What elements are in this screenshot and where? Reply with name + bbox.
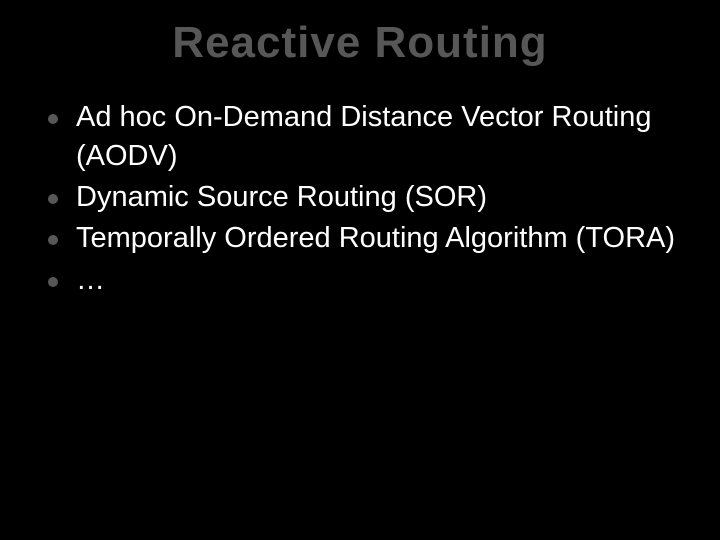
bullet-text: Dynamic Source Routing (SOR) (76, 181, 487, 213)
bullet-icon (48, 277, 58, 287)
slide-title: Reactive Routing (30, 18, 690, 68)
bullet-icon (48, 235, 58, 245)
slide: Reactive Routing Ad hoc On-Demand Distan… (0, 0, 720, 540)
bullet-text: Ad hoc On-Demand Distance Vector Routing… (76, 101, 651, 172)
bullet-icon (48, 114, 58, 124)
bullet-icon (48, 194, 58, 204)
list-item: Dynamic Source Routing (SOR) (48, 178, 690, 217)
bullet-list: Ad hoc On-Demand Distance Vector Routing… (48, 98, 690, 300)
list-item: Temporally Ordered Routing Algorithm (TO… (48, 219, 690, 258)
bullet-text: … (76, 264, 105, 296)
bullet-text: Temporally Ordered Routing Algorithm (TO… (76, 222, 675, 254)
list-item: Ad hoc On-Demand Distance Vector Routing… (48, 98, 690, 176)
list-item: … (48, 261, 690, 300)
